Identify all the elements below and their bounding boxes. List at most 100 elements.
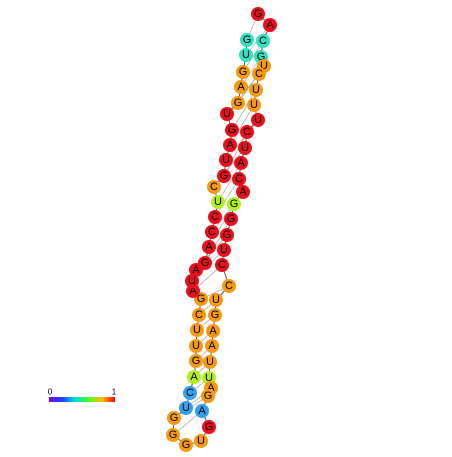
nucleotide-label: G xyxy=(234,97,243,109)
nucleotide-label: G xyxy=(211,309,220,321)
nucleotide xyxy=(166,428,180,442)
nucleotide-label: U xyxy=(214,196,222,208)
nucleotide xyxy=(190,323,204,337)
nucleotide-label: U xyxy=(206,356,214,368)
base-pair xyxy=(231,89,257,131)
nucleotide-label: C xyxy=(243,126,251,138)
nucleotide xyxy=(179,438,193,452)
nucleotide-label: A xyxy=(207,382,215,394)
nucleotide xyxy=(187,370,201,384)
nucleotide xyxy=(192,308,206,322)
base-pair xyxy=(214,178,240,218)
nucleotide-label: U xyxy=(252,84,260,96)
nucleotide-label: U xyxy=(193,324,201,336)
nucleotide xyxy=(208,308,222,322)
nucleotide-label: C xyxy=(218,259,226,271)
nucleotide xyxy=(234,80,248,94)
nucleotide-label: U xyxy=(241,142,249,154)
nucleotide-label: A xyxy=(189,285,197,297)
nucleotide xyxy=(203,355,217,369)
nucleotide-label: G xyxy=(254,8,263,20)
nucleotide-label: A xyxy=(266,19,274,31)
nucleotide-label: G xyxy=(205,421,214,433)
nucleotide xyxy=(217,169,231,183)
nucleotide-label: A xyxy=(190,371,198,383)
nucleotide xyxy=(167,411,181,425)
nucleotide-label: G xyxy=(170,412,179,424)
nucleotide xyxy=(209,293,223,307)
nucleotide xyxy=(251,7,265,21)
nucleotide xyxy=(239,48,253,62)
nucleotide-label: U xyxy=(254,114,262,126)
base-pair xyxy=(225,119,259,161)
nucleotide xyxy=(219,153,233,167)
nucleotide-label: U xyxy=(197,435,205,447)
nucleotide-label: C xyxy=(235,173,243,185)
nucleotide xyxy=(263,18,277,32)
nucleotide-label: A xyxy=(209,325,217,337)
legend-min: 0 xyxy=(48,388,53,397)
nucleotide xyxy=(189,354,203,368)
nucleotide-label: A xyxy=(226,139,234,151)
nucleotide xyxy=(222,279,236,293)
legend-max: 1 xyxy=(112,388,117,397)
nucleotide-label: A xyxy=(208,340,216,352)
nucleotide-label: U xyxy=(223,108,231,120)
nucleotide xyxy=(249,83,263,97)
nucleotide xyxy=(217,243,231,257)
nucleotide-label: C xyxy=(208,226,216,238)
nucleotide-label: G xyxy=(204,390,213,402)
nucleotide-label: U xyxy=(188,275,196,287)
nucleotide-label: G xyxy=(257,51,266,63)
nucleotide xyxy=(234,156,248,170)
nucleotide xyxy=(247,98,261,112)
nucleotide xyxy=(206,324,220,338)
nucleotide xyxy=(256,34,270,48)
nucleotide xyxy=(252,67,266,81)
base-pair xyxy=(223,131,248,177)
nucleotide xyxy=(238,141,252,155)
nucleotide-label: U xyxy=(250,99,258,111)
nucleotide-label: C xyxy=(186,387,194,399)
nucleotide xyxy=(220,107,234,121)
nucleotide-label: U xyxy=(182,402,190,414)
nucleotide xyxy=(189,339,203,353)
nucleotide-label: U xyxy=(242,49,250,61)
nucleotide-label: A xyxy=(192,264,200,276)
nucleotide-label: C xyxy=(259,35,267,47)
nucleotide xyxy=(251,113,265,127)
nucleotide xyxy=(201,389,215,403)
nucleotide-label: U xyxy=(222,154,230,166)
nucleotide xyxy=(220,228,234,242)
nucleotide-label: C xyxy=(255,68,263,80)
nucleotide-label: G xyxy=(230,198,239,210)
nucleotide-label: C xyxy=(195,309,203,321)
nucleotide-label: U xyxy=(205,372,213,384)
nucleotide xyxy=(232,172,246,186)
nucleotide xyxy=(194,434,208,448)
nucleotide-label: G xyxy=(239,66,248,78)
nucleotide-label: G xyxy=(201,257,210,269)
nucleotide-label: A xyxy=(237,157,245,169)
nucleotide xyxy=(183,386,197,400)
base-pair xyxy=(226,73,260,115)
nucleotide xyxy=(202,420,216,434)
nucleotide xyxy=(215,258,229,272)
base-pair xyxy=(208,203,235,248)
nucleotide-label: G xyxy=(197,293,206,305)
nucleotide-label: C xyxy=(211,211,219,223)
nucleotide-label: G xyxy=(182,439,191,451)
nucleotide-label: C xyxy=(210,181,218,193)
nucleotide xyxy=(205,225,219,239)
nucleotide xyxy=(202,240,216,254)
nucleotide-label: G xyxy=(169,429,178,441)
nucleotide xyxy=(207,180,221,194)
nucleotide xyxy=(240,33,254,47)
nucleotide-label: C xyxy=(225,280,233,292)
nucleotide-label: G xyxy=(228,124,237,136)
nucleotide xyxy=(240,125,254,139)
nucleotide-label: U xyxy=(260,60,268,72)
nucleotide-label: U xyxy=(192,340,200,352)
nucleotide-label: A xyxy=(205,241,213,253)
